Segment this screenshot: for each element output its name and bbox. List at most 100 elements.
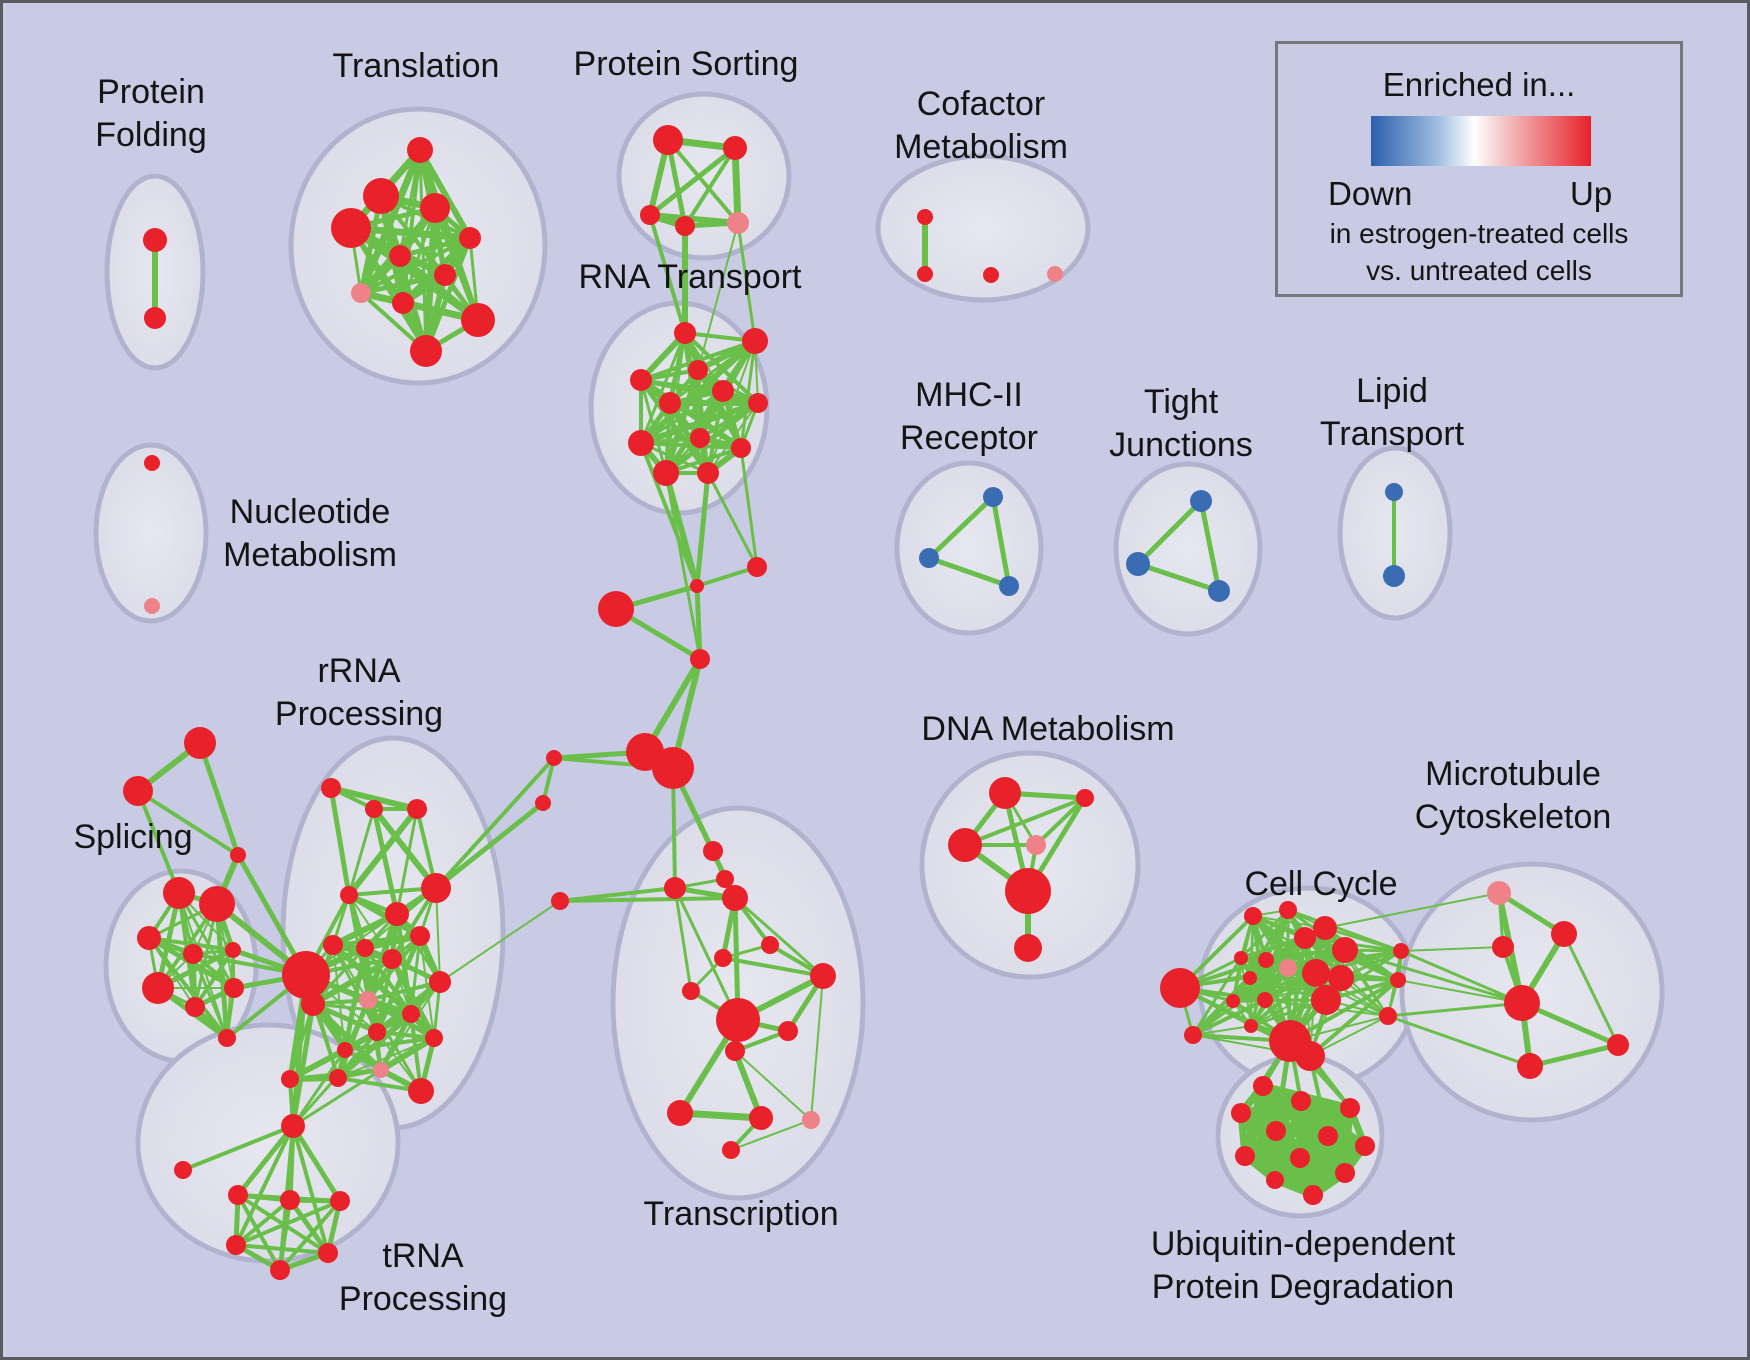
trna-processing-edge — [235, 1123, 296, 1198]
rrna-processing-edge — [435, 887, 441, 983]
legend-gradient-bar — [1371, 116, 1591, 166]
trna-processing-node-0 — [281, 1114, 305, 1138]
trna-processing-edge — [234, 1199, 342, 1247]
protein-sorting-node-2 — [640, 205, 660, 225]
translation-node-5 — [389, 245, 411, 267]
translation-node-10 — [410, 335, 442, 367]
protein-folding-node-0 — [143, 228, 167, 252]
link-edge-cell-cycle-microtubule-cytoskeleton — [1386, 1001, 1524, 1018]
transcription-node-12 — [802, 1111, 820, 1129]
labels-layer: Protein Folding Translation Protein Sorting… — [73, 45, 1611, 1318]
rrna-processing-edge — [371, 806, 439, 891]
rna-transport-edge — [639, 331, 687, 445]
splicing-node-4 — [225, 942, 241, 958]
ubiquitin-degradation-node-11 — [1303, 1185, 1323, 1205]
rna-transport-node-2 — [630, 369, 652, 391]
cell-cycle-node-14 — [1302, 959, 1330, 987]
rrna-processing-node-13 — [429, 971, 451, 993]
rrna-processing-node-7 — [323, 935, 343, 955]
rrna-processing-node-11 — [301, 992, 325, 1016]
tight-junctions-edge — [1135, 561, 1222, 594]
transcription-node-4 — [714, 949, 732, 967]
spine-node-0 — [690, 579, 704, 593]
link-edge-spine-rrna-processing — [433, 800, 546, 891]
link-edge-cell-cycle-microtubule-cytoskeleton — [1399, 949, 1524, 1005]
trna-processing-edge — [234, 1198, 292, 1247]
cofactor-metabolism-ellipse — [875, 153, 1091, 303]
splicing-edge — [147, 936, 235, 952]
cell-cycle-edge — [1191, 998, 1267, 1037]
cell-cycle-node-11 — [1294, 927, 1316, 949]
trna-processing-edge — [236, 1193, 282, 1272]
splicing-node-3 — [183, 944, 203, 964]
protein-folding-node-1 — [144, 307, 166, 329]
ubiquitin-degradation-node-9 — [1266, 1171, 1284, 1189]
translation-node-8 — [392, 292, 414, 314]
rrna-processing-node-19 — [281, 1070, 299, 1088]
cell-cycle-edge — [1323, 926, 1403, 953]
transcription-node-3 — [761, 936, 779, 954]
protein-folding-label: Folding — [95, 116, 207, 154]
splicing-node-1 — [199, 886, 235, 922]
mhc-ii-receptor-edge — [990, 494, 1012, 589]
translation-node-4 — [459, 227, 481, 249]
rrna-processing-edge — [310, 956, 395, 1007]
spine-node-2 — [598, 591, 634, 627]
rna-transport-node-1 — [742, 328, 768, 354]
spine-node-1 — [747, 557, 767, 577]
rna-transport-node-0 — [674, 322, 696, 344]
link-edge-rrna-processing-trna-processing — [290, 1001, 316, 1129]
trna-processing-node-7 — [270, 1260, 290, 1280]
splicing-edge — [177, 891, 236, 990]
dna-metabolism-node-5 — [1014, 934, 1042, 962]
rrna-processing-label: Processing — [275, 695, 443, 733]
rrna-processing-edge — [328, 785, 420, 812]
rrna-processing-edge — [378, 1035, 437, 1073]
rrna-processing-edge — [336, 1076, 423, 1093]
link-edge-protein-sorting-rna-transport — [736, 221, 757, 343]
rrna-processing-node-14 — [402, 1005, 420, 1023]
link-edge-rna-transport-spine — [664, 471, 702, 661]
rrna-processing-node-3 — [421, 873, 451, 903]
cell-cycle-node-8 — [1257, 992, 1273, 1008]
protein-sorting-ellipse — [616, 91, 792, 261]
trna-processing-edge — [278, 1198, 292, 1272]
dna-metabolism-node-2 — [948, 828, 982, 862]
nucleotide-metabolism-label: Metabolism — [223, 536, 397, 574]
mhc-ii-receptor-label: MHC-II — [915, 376, 1023, 414]
cell-cycle-node-19 — [1393, 943, 1409, 959]
rna-transport-edge — [638, 400, 761, 446]
cell-cycle-edge — [1191, 956, 1243, 1037]
link-edge-rna-transport-spine — [739, 446, 759, 569]
trna-processing-edge — [181, 1124, 295, 1172]
rrna-processing-node-9 — [382, 949, 402, 969]
rna-transport-edge — [664, 446, 743, 475]
trna-processing-edge — [291, 1124, 330, 1255]
link-edge-cell-cycle-microtubule-cytoskeleton — [1397, 979, 1523, 1004]
microtubule-cytoskeleton-label: Cytoskeleton — [1415, 798, 1612, 836]
cell-cycle-node-12 — [1313, 916, 1337, 940]
nodes-layer — [123, 125, 1629, 1280]
ubiquitin-degradation-node-10 — [1335, 1163, 1355, 1183]
rrna-processing-node-1 — [365, 800, 383, 818]
tight-junctions-node-2 — [1208, 580, 1230, 602]
rrna-processing-label: rRNA — [317, 652, 400, 690]
transcription-node-7 — [716, 998, 760, 1042]
rna-transport-edge — [707, 340, 756, 474]
cell-cycle-node-9 — [1244, 1019, 1258, 1033]
link-edge-protein-sorting-rna-transport — [697, 222, 739, 371]
rrna-processing-edge — [343, 1036, 436, 1052]
ubiquitin-degradation-edge — [1271, 1169, 1349, 1184]
spine-edge — [197, 740, 241, 858]
microtubule-cytoskeleton-node-2 — [1492, 936, 1514, 958]
link-edge-cell-cycle-microtubule-cytoskeleton — [1324, 892, 1500, 929]
rrna-processing-edge — [366, 980, 442, 1002]
cell-cycle-label: Cell Cycle — [1244, 865, 1397, 903]
transcription-edge — [730, 1119, 812, 1151]
cofactor-metabolism-node-0 — [917, 209, 933, 225]
link-edge-rna-transport-spine — [706, 471, 759, 569]
link-edge-spine-splicing — [136, 789, 181, 895]
mhc-ii-receptor-node-0 — [983, 487, 1003, 507]
protein-sorting-node-4 — [727, 212, 749, 234]
